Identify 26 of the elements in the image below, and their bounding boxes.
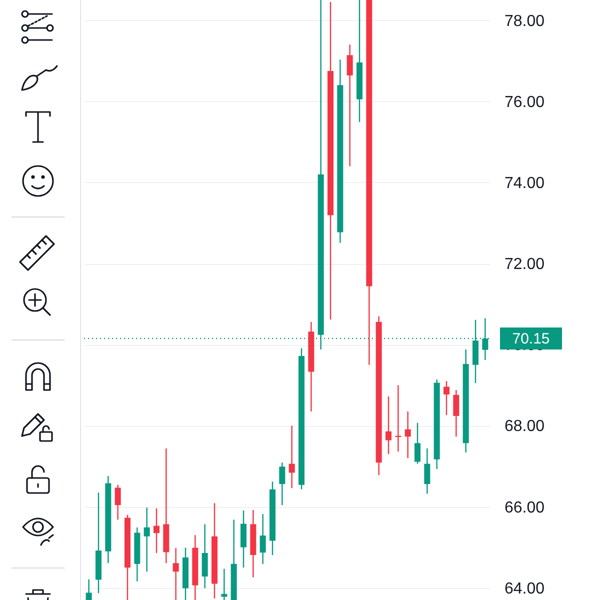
candlestick (202, 524, 208, 589)
candlestick (288, 425, 295, 489)
candlestick (424, 448, 430, 494)
y-tick-label: 66.00 (504, 499, 545, 516)
candlestick (279, 462, 286, 506)
candlestick (404, 410, 411, 459)
y-tick-label: 68.00 (504, 418, 545, 436)
y-tick-label: 74.00 (504, 174, 545, 192)
candlestick (240, 510, 246, 568)
candlestick (414, 422, 420, 464)
candlestick (221, 568, 228, 600)
candlestick (86, 578, 92, 600)
ref-line-label: 70.15 (512, 330, 550, 348)
y-tick-label: 64.00 (504, 580, 545, 598)
candlestick (154, 508, 160, 554)
candlestick (172, 548, 179, 600)
y-tick-label: 78.00 (504, 12, 545, 30)
candlestick (453, 389, 460, 438)
candlestick (386, 396, 392, 455)
y-tick-label: 76.00 (504, 94, 545, 111)
y-tick-label: 72.00 (504, 256, 545, 274)
candlestick (444, 380, 450, 416)
candlestick (144, 506, 150, 572)
candlestick (260, 513, 266, 565)
candlestick (346, 44, 353, 167)
candlestick (114, 484, 121, 520)
